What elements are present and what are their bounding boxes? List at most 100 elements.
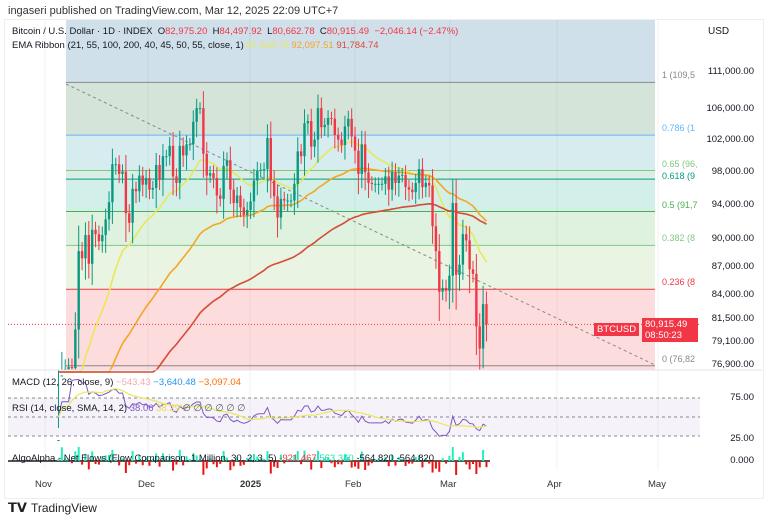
flows-title[interactable]: AlgoAlpha - Net Flows (Flow Comparison, …	[12, 453, 277, 464]
flow-bar	[428, 461, 431, 464]
flow-bar	[286, 459, 289, 461]
rsi-sma-value: 38.29	[156, 403, 180, 414]
open-value: 82,975.20	[165, 26, 208, 37]
candle-body	[148, 178, 151, 190]
candle-body	[448, 275, 451, 291]
macd-title[interactable]: MACD (12, 26, close, 9)	[12, 377, 114, 388]
price-axis-tick: 106,000.00	[706, 102, 754, 114]
candle-body	[454, 203, 458, 275]
flow-bar	[263, 458, 266, 461]
fib-level-label: 0.65 (96,	[662, 158, 698, 169]
flow-bar	[283, 461, 286, 464]
candle-body	[97, 234, 101, 242]
candle-body	[431, 185, 434, 227]
currency-label[interactable]: USD	[708, 26, 730, 37]
price-axis-tick: 84,000.00	[711, 288, 754, 300]
candle-body	[313, 139, 316, 147]
candle-body	[131, 188, 134, 223]
symbol-title[interactable]: Bitcoin / U.S. Dollar · 1D · INDEX	[12, 26, 153, 37]
flow-bar	[199, 459, 202, 461]
candle-body	[259, 169, 262, 171]
candle-body	[451, 203, 454, 276]
candle-body	[128, 213, 131, 223]
candle-body	[424, 182, 428, 188]
candle-body	[387, 176, 390, 190]
candle-body	[235, 195, 239, 204]
candle-body	[276, 196, 279, 218]
flow-bar	[205, 461, 208, 469]
flow-bar	[471, 461, 474, 464]
flow-bar	[64, 457, 67, 461]
tradingview-logo[interactable]: 𝗧𝗩 TradingView	[8, 500, 97, 516]
flow-bar	[273, 461, 276, 467]
ema-title[interactable]: EMA Ribbon (21, 55, 100, 200, 40, 45, 50…	[12, 40, 244, 51]
ema-55-line	[58, 167, 488, 373]
flow-bar	[192, 453, 195, 461]
flow-bar	[448, 455, 451, 461]
candle-body	[60, 375, 64, 377]
rsi-title[interactable]: RSI (14, close, SMA, 14, 2)	[12, 403, 128, 414]
candle-body	[390, 172, 394, 190]
time-axis-tick: May	[648, 479, 666, 490]
fib-band	[66, 289, 655, 366]
fib-band	[66, 135, 655, 171]
fib-level-label: 0.5 (91,7	[662, 199, 698, 210]
price-axis-tick: 87,000.00	[711, 260, 754, 272]
close-label: C	[319, 26, 327, 37]
flow-bar	[381, 459, 383, 461]
candle-body	[188, 144, 192, 146]
candle-body	[246, 209, 249, 216]
candle-body	[124, 171, 128, 214]
change-value: −2,046.14 (−2.47%)	[374, 26, 459, 37]
candle-body	[478, 326, 481, 349]
candle-body	[256, 170, 259, 181]
flow-bar	[387, 461, 390, 467]
flow-bar	[168, 456, 171, 461]
flow-bar	[279, 454, 282, 461]
time-axis-tick: Mar	[440, 479, 457, 490]
candle-body	[347, 118, 350, 127]
high-value: 84,497.92	[219, 26, 262, 37]
candle-body	[367, 172, 370, 183]
time-axis-tick: Nov	[35, 479, 52, 490]
price-axis-tick: 94,000.00	[711, 198, 754, 210]
macd-value: −3,640.48	[153, 377, 196, 388]
flow-bar	[441, 458, 444, 461]
candle-body	[326, 117, 330, 125]
flow-bar	[374, 459, 377, 461]
chart-frame	[4, 19, 764, 499]
flow-bar	[364, 461, 367, 470]
flow-bar	[482, 450, 485, 461]
flow-bar	[202, 461, 205, 475]
flow-bar	[128, 461, 131, 466]
flow-bar	[158, 461, 161, 467]
candle-body	[215, 178, 219, 196]
candle-body	[175, 176, 178, 183]
fib-band	[66, 245, 655, 290]
flow-bar	[424, 458, 427, 461]
flow-bar	[104, 455, 107, 461]
flow-bar	[475, 461, 478, 474]
ema-100-line	[58, 202, 487, 373]
flow-bar	[394, 461, 397, 466]
candle-body	[421, 169, 424, 188]
candle-body	[444, 287, 448, 291]
flow-bar	[239, 461, 242, 466]
candle-body	[181, 145, 185, 156]
rsi-value: 38.06	[129, 403, 154, 414]
candle-body	[323, 124, 326, 128]
flow-bar	[84, 453, 87, 461]
candle-body	[262, 169, 266, 171]
flow-bar	[357, 461, 360, 469]
flow-bar	[155, 453, 158, 461]
time-axis-tick: Feb	[345, 479, 362, 490]
flow-bar	[377, 459, 380, 461]
candle-body	[202, 108, 205, 154]
candle-body	[205, 153, 208, 176]
trend-line	[65, 83, 656, 366]
flow-bar	[172, 461, 175, 471]
flow-bar	[367, 461, 370, 466]
candle-body	[70, 367, 74, 369]
candle-body	[84, 235, 87, 259]
